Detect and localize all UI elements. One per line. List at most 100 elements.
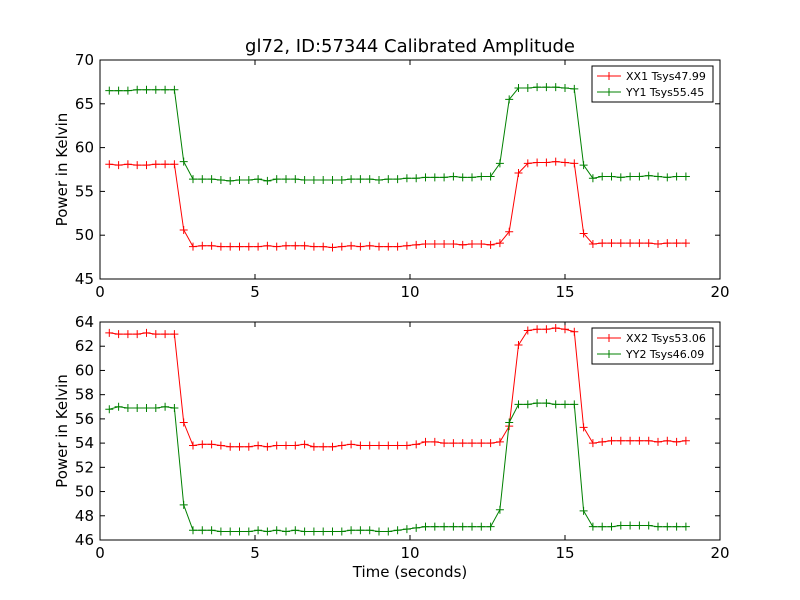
data-point	[356, 242, 365, 251]
data-point	[644, 436, 653, 445]
legend-label: YY2 Tsys46.09	[625, 348, 704, 361]
data-point	[142, 85, 151, 94]
x-tick-label: 0	[95, 544, 105, 562]
data-point	[365, 175, 374, 184]
data-point	[337, 242, 346, 251]
data-point	[644, 171, 653, 180]
data-point	[216, 176, 225, 185]
data-point	[551, 83, 560, 92]
data-point	[588, 239, 597, 248]
data-point	[263, 241, 272, 250]
data-point	[477, 172, 486, 181]
data-point	[533, 325, 542, 334]
data-point	[198, 526, 207, 535]
y-tick-label: 50	[75, 483, 94, 501]
x-tick-label: 20	[710, 544, 729, 562]
data-point	[681, 239, 690, 248]
y-tick-label: 56	[75, 410, 94, 428]
data-point	[468, 239, 476, 248]
data-point	[207, 440, 216, 449]
data-point	[523, 400, 532, 409]
data-point	[189, 175, 197, 184]
data-point	[375, 527, 383, 536]
x-tick-label: 15	[555, 283, 574, 301]
data-point	[402, 174, 411, 183]
data-point	[542, 399, 551, 408]
data-point	[207, 175, 216, 184]
data-point	[142, 403, 151, 412]
data-point	[235, 442, 244, 451]
data-point	[207, 526, 216, 535]
data-point	[170, 85, 179, 94]
data-point	[133, 403, 142, 412]
data-point	[114, 402, 123, 411]
data-point	[384, 175, 393, 184]
data-point	[523, 326, 532, 335]
data-point	[579, 423, 588, 432]
data-point	[114, 161, 123, 170]
data-point	[505, 95, 514, 104]
data-point	[533, 158, 542, 167]
data-point	[309, 442, 318, 451]
data-point	[198, 241, 207, 250]
data-point	[384, 242, 393, 251]
data-point	[291, 175, 300, 184]
legend-marker	[605, 72, 613, 80]
data-point	[607, 522, 616, 531]
data-point	[468, 522, 476, 531]
data-point	[663, 173, 672, 182]
data-point	[654, 437, 662, 446]
data-point	[542, 83, 551, 92]
data-point	[254, 526, 263, 535]
data-point	[607, 172, 616, 181]
data-point	[105, 328, 114, 337]
data-point	[226, 242, 235, 251]
data-point	[588, 522, 597, 531]
legend-marker	[605, 350, 613, 358]
data-point	[412, 523, 421, 532]
data-point	[626, 521, 635, 530]
data-point	[189, 441, 197, 450]
data-point	[523, 159, 532, 168]
x-axis-label: Time (seconds)	[352, 563, 468, 581]
legend-label: XX1 Tsys47.99	[626, 70, 706, 83]
data-point	[523, 84, 532, 93]
data-point	[123, 330, 132, 339]
data-point	[672, 522, 681, 531]
data-point	[198, 440, 207, 449]
data-point	[458, 240, 467, 249]
data-point	[616, 239, 625, 248]
legend-box	[591, 65, 714, 103]
y-tick-label: 48	[75, 507, 94, 525]
data-point	[495, 437, 504, 446]
data-point	[216, 527, 225, 536]
data-point	[626, 436, 635, 445]
data-point	[105, 160, 114, 169]
data-point	[626, 172, 635, 181]
data-point	[644, 239, 653, 248]
x-tick-label: 10	[400, 283, 419, 301]
data-point	[365, 526, 374, 535]
data-point	[309, 527, 318, 536]
data-point	[189, 526, 197, 535]
data-point	[142, 161, 151, 170]
data-point	[244, 527, 253, 536]
x-tick-label: 5	[250, 544, 260, 562]
data-point	[402, 441, 411, 450]
data-point	[161, 330, 170, 339]
data-point	[654, 239, 662, 248]
data-point	[477, 239, 486, 248]
data-point	[319, 176, 328, 185]
data-point	[272, 441, 281, 450]
data-point	[635, 521, 644, 530]
data-point	[105, 405, 114, 414]
data-point	[635, 172, 644, 181]
data-point	[607, 436, 616, 445]
data-point	[616, 521, 625, 530]
data-point	[384, 527, 393, 536]
data-point	[207, 241, 216, 250]
y-axis-label: Power in Kelvin	[53, 113, 71, 227]
data-point	[133, 161, 142, 170]
data-point	[393, 242, 402, 251]
data-point	[588, 439, 597, 448]
